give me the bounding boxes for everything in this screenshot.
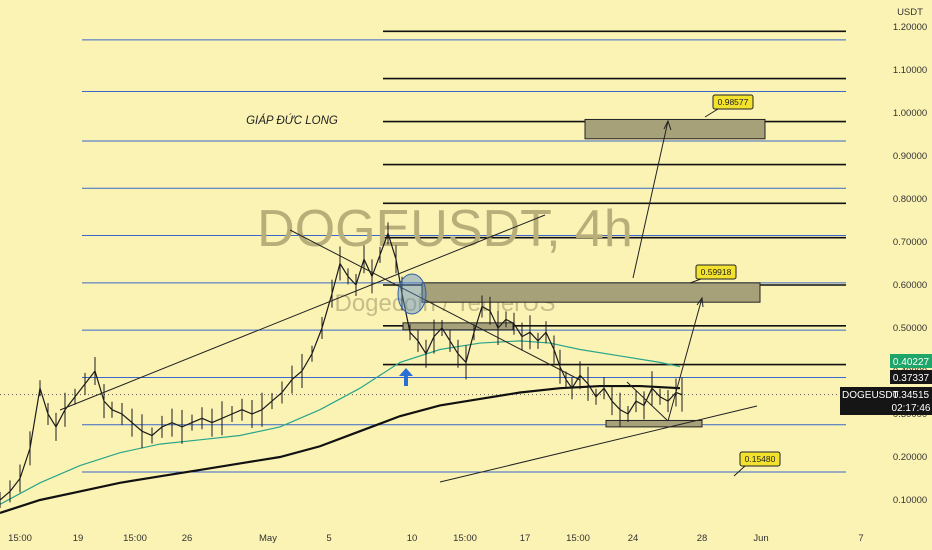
price-callout-box (739, 451, 781, 467)
callout-pointer (733, 465, 746, 477)
x-tick-label: 19 (73, 533, 84, 544)
x-tick-label: Jun (753, 533, 768, 544)
x-tick-label: 24 (628, 533, 639, 544)
ma-price-badge (890, 354, 932, 368)
y-tick-label: 0.60000 (893, 280, 927, 291)
level-price-text: 0.37337 (893, 373, 930, 384)
x-tick-label: 15:00 (453, 533, 477, 544)
y-tick-label: 1.10000 (893, 65, 927, 76)
y-tick-label: 0.10000 (893, 495, 927, 506)
moving-averages (0, 340, 681, 514)
trend-line (626, 381, 669, 422)
x-tick-label: 10 (407, 533, 418, 544)
price-series (0, 222, 683, 508)
price-callout-text: 0.98577 (718, 97, 749, 107)
highlight-ellipse (397, 273, 427, 315)
x-tick-label: 15:00 (123, 533, 147, 544)
trend-line (439, 405, 758, 483)
trend-line (667, 297, 703, 422)
up-arrow-marker (399, 368, 413, 386)
level-price-badge (890, 370, 932, 384)
callout-pointer (689, 278, 702, 284)
price-zone-box (584, 118, 766, 140)
y-axis-currency: USDT (897, 7, 923, 18)
trend-line (289, 229, 581, 381)
x-tick-label: 15:00 (566, 533, 590, 544)
x-axis: 15:00 19 15:00 26 May 5 10 15:00 17 15:00 24 28 Jun 7 (8, 533, 864, 544)
y-tick-label: 0.80000 (893, 194, 927, 205)
price-badges: 0.40227 0.37337 DOGEUSDT 0.34515 02:17:4… (840, 354, 932, 415)
ma-price-text: 0.40227 (893, 357, 930, 368)
zones (402, 118, 766, 428)
moving-average-black-line (0, 384, 681, 514)
callout-pointer (704, 108, 719, 118)
last-price-text: 0.34515 (893, 390, 930, 401)
price-zone-box (605, 419, 703, 428)
y-tick-label: 1.20000 (893, 22, 927, 33)
x-tick-label: May (259, 533, 277, 544)
trend-line (632, 120, 669, 279)
x-tick-label: 17 (520, 533, 531, 544)
arrow-head (663, 119, 672, 131)
price-callout-box (712, 94, 754, 110)
last-price-symbol: DOGEUSDT (842, 390, 899, 401)
price-callout-text: 0.15480 (745, 454, 776, 464)
x-tick-label: 7 (858, 533, 863, 544)
y-tick-label: 0.70000 (893, 237, 927, 248)
y-tick-label: 0.20000 (893, 452, 927, 463)
x-tick-label: 15:00 (8, 533, 32, 544)
y-tick-label: 0.90000 (893, 151, 927, 162)
price-zone-box (402, 322, 514, 331)
price-callout-box (695, 264, 737, 280)
x-tick-label: 28 (697, 533, 708, 544)
y-tick-label: 1.00000 (893, 108, 927, 119)
last-price-badge (840, 387, 932, 415)
price-zone-box (421, 282, 761, 303)
trend-line (59, 214, 546, 411)
watermark-symbol: DOGEUSDT, 4h (257, 200, 633, 258)
countdown-text: 02:17:46 (892, 403, 931, 414)
arrow-head (696, 296, 704, 308)
author-label: GIÁP ĐỨC LONG (246, 114, 338, 127)
x-tick-label: 26 (182, 533, 193, 544)
drawings: 0.98577 0.59918 0.15480 (59, 94, 781, 483)
x-tick-label: 5 (326, 533, 331, 544)
price-callout-text: 0.59918 (701, 267, 732, 277)
y-tick-label: 0.50000 (893, 323, 927, 334)
moving-average-teal-line (0, 340, 681, 505)
price-line (0, 231, 683, 501)
